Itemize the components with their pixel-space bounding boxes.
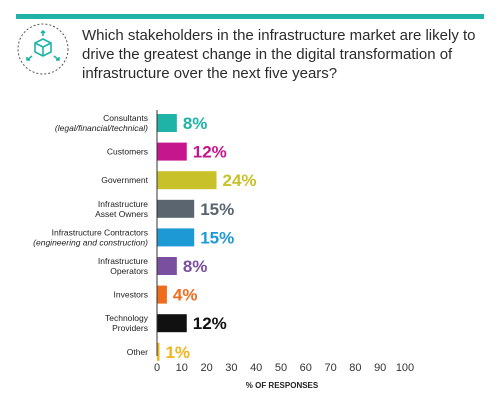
category-label-line1: Infrastructure	[98, 199, 148, 209]
value-label: 8%	[183, 114, 208, 133]
x-axis-title: % OF RESPONSES	[246, 381, 319, 390]
x-tick-label: 0	[154, 362, 160, 374]
value-label: 8%	[183, 257, 208, 276]
category-label-line1: Consultants	[103, 113, 148, 123]
bar	[157, 285, 167, 304]
cube-network-icon	[17, 23, 69, 75]
x-tick-label: 50	[275, 362, 287, 374]
bar	[157, 114, 177, 132]
category-label-line2: (legal/financial/technical)	[55, 123, 148, 133]
bar	[157, 171, 217, 190]
category-label-line2: Asset Owners	[95, 209, 148, 219]
category-label-line2: Operators	[110, 266, 148, 276]
x-tick-label: 30	[225, 362, 237, 374]
x-tick-label: 40	[250, 362, 262, 374]
value-label: 4%	[173, 286, 198, 305]
category-label-line2: Providers	[112, 323, 148, 333]
bar	[157, 228, 195, 247]
x-tick-label: 100	[396, 362, 414, 374]
value-label: 15%	[200, 200, 234, 219]
category-label: Infrastructure Operators	[98, 256, 148, 276]
x-tick-label: 70	[324, 362, 336, 374]
question-title: Which stakeholders in the infrastructure…	[82, 27, 476, 82]
bar	[157, 199, 195, 218]
x-tick-label: 60	[300, 362, 312, 374]
category-label: Investors	[114, 290, 149, 300]
x-tick-label: 80	[349, 362, 361, 374]
value-label: 12%	[193, 143, 227, 162]
value-label: 15%	[200, 228, 234, 247]
category-label: Infrastructure Contractors (engineering a…	[33, 227, 148, 247]
category-label: Other	[127, 347, 148, 357]
category-label-line1: Infrastructure Contractors	[52, 227, 148, 237]
category-label: Government	[101, 175, 148, 185]
category-label: Customers	[107, 147, 148, 157]
value-label: 24%	[223, 171, 257, 190]
bar	[157, 142, 187, 161]
bar	[157, 342, 160, 361]
category-label: Consultants (legal/financial/technical)	[55, 113, 148, 133]
x-tick-label: 90	[374, 362, 386, 374]
value-label: 12%	[193, 314, 227, 333]
top-accent-bar	[16, 14, 484, 19]
x-tick-label: 10	[176, 362, 188, 374]
bar	[157, 257, 177, 275]
category-label-line2: (engineering and construction)	[33, 237, 148, 247]
x-tick-label: 20	[200, 362, 212, 374]
category-label: Infrastructure Asset Owners	[95, 199, 148, 219]
bar	[157, 314, 187, 333]
category-label-line1: Infrastructure	[98, 256, 148, 266]
category-label-line1: Technology	[105, 313, 149, 323]
category-label: Technology Providers	[105, 313, 149, 333]
value-label: 1%	[165, 343, 190, 362]
